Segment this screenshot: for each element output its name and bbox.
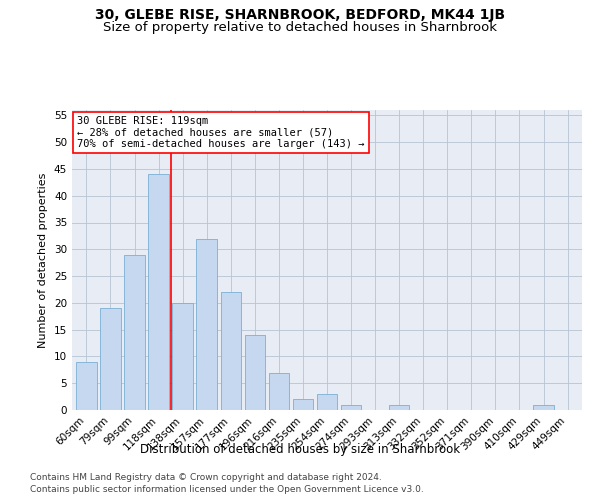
- Bar: [148, 174, 169, 410]
- Text: Size of property relative to detached houses in Sharnbrook: Size of property relative to detached ho…: [103, 21, 497, 34]
- Bar: [341, 404, 361, 410]
- Bar: [269, 372, 289, 410]
- Text: Contains public sector information licensed under the Open Government Licence v3: Contains public sector information licen…: [30, 485, 424, 494]
- Bar: [172, 303, 193, 410]
- Bar: [389, 404, 409, 410]
- Bar: [100, 308, 121, 410]
- Y-axis label: Number of detached properties: Number of detached properties: [38, 172, 49, 348]
- Text: Contains HM Land Registry data © Crown copyright and database right 2024.: Contains HM Land Registry data © Crown c…: [30, 472, 382, 482]
- Text: 30, GLEBE RISE, SHARNBROOK, BEDFORD, MK44 1JB: 30, GLEBE RISE, SHARNBROOK, BEDFORD, MK4…: [95, 8, 505, 22]
- Bar: [76, 362, 97, 410]
- Text: Distribution of detached houses by size in Sharnbrook: Distribution of detached houses by size …: [140, 442, 460, 456]
- Bar: [221, 292, 241, 410]
- Bar: [124, 254, 145, 410]
- Bar: [293, 400, 313, 410]
- Bar: [245, 335, 265, 410]
- Bar: [317, 394, 337, 410]
- Bar: [196, 238, 217, 410]
- Bar: [533, 404, 554, 410]
- Text: 30 GLEBE RISE: 119sqm
← 28% of detached houses are smaller (57)
70% of semi-deta: 30 GLEBE RISE: 119sqm ← 28% of detached …: [77, 116, 365, 149]
